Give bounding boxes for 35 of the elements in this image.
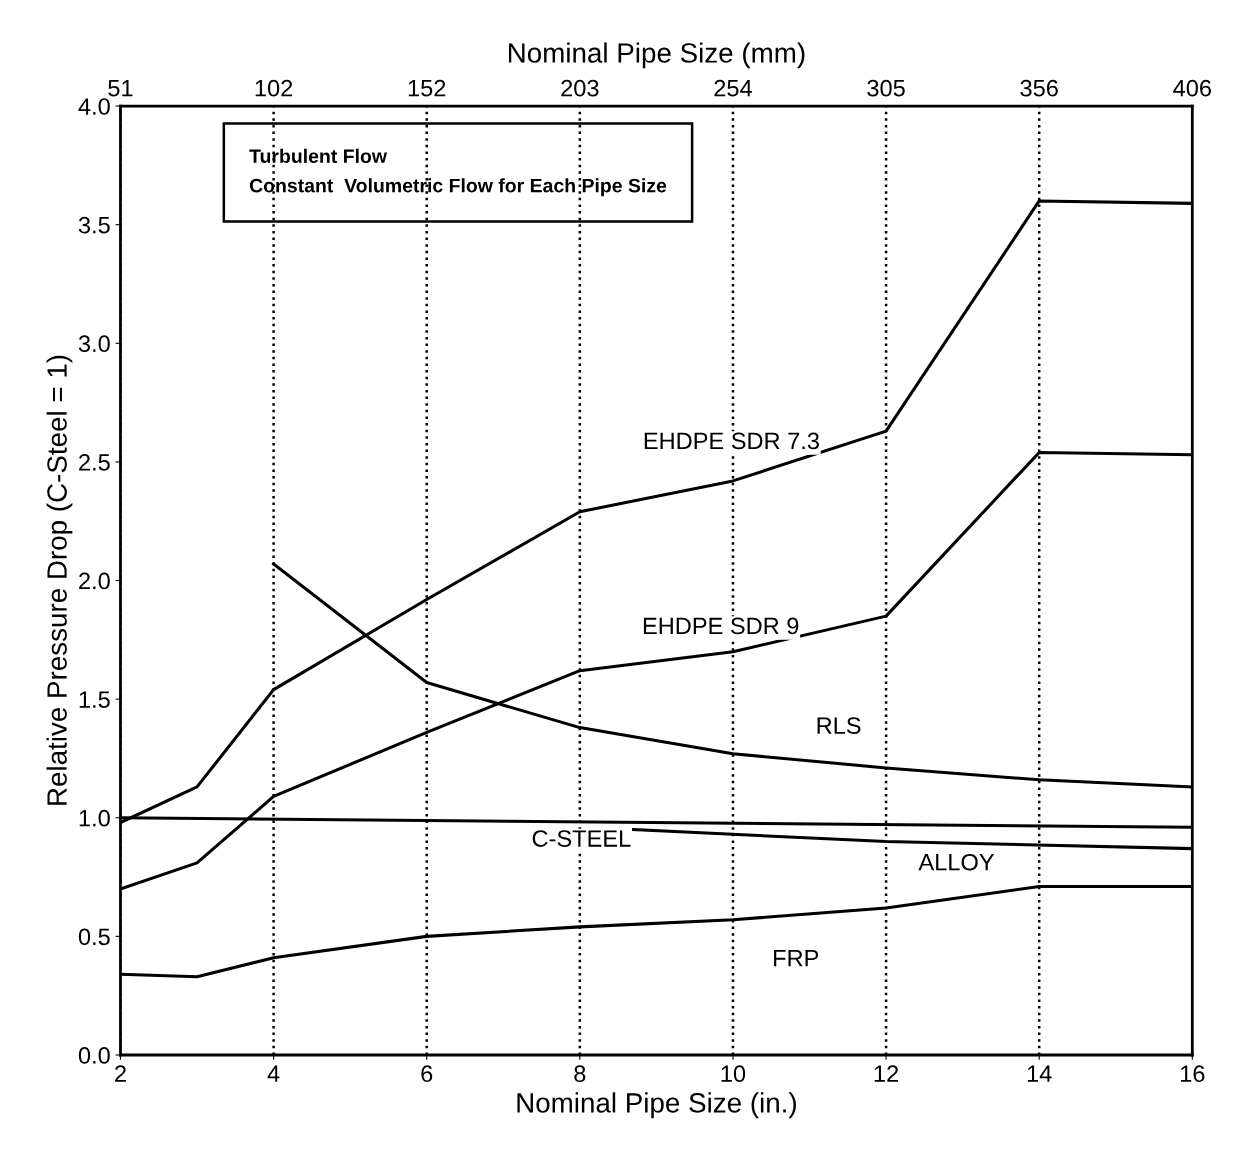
x2-tick-label: 254 [714,79,752,97]
x2-tick-label: 356 [1020,79,1058,97]
y-axis-title: Relative Pressure Drop (C-Steel = 1) [46,355,73,805]
series-label: ALLOY [918,853,995,871]
x2-tick-label: 102 [255,79,293,97]
x2-tick-label: 305 [867,79,905,97]
x2-tick-label: 152 [408,79,446,97]
x-tick-label: 10 [721,1065,746,1083]
x-tick-label: 16 [1180,1065,1205,1083]
y-tick-label: 4.0 [78,98,110,115]
y-tick-label: 0.5 [78,928,110,946]
series-label: C-STEEL [532,830,631,847]
y-tick-label: 1.0 [79,809,110,827]
series-label: RLS [817,717,861,734]
x-tick-label: 6 [421,1065,433,1083]
x2-tick-label: 51 [108,80,133,97]
y-tick-label: 3.0 [78,335,110,353]
x-tick-label: 2 [115,1065,126,1082]
x-tick-label: 14 [1027,1065,1052,1082]
y-tick-label: 2.5 [79,453,110,471]
annotation: Turbulent Flow Constant Volumetric Flow for Each Pipe Size [249,148,667,197]
y-tick-label: 1.5 [79,691,110,708]
y-tick-label: 3.5 [78,216,110,234]
x2-tick-label: 406 [1173,79,1211,97]
series-label: EHDPE SDR 7.3 [644,432,819,450]
x-tick-label: 4 [267,1065,280,1082]
x-tick-label: 12 [874,1065,899,1082]
x2-axis-title: Nominal Pipe Size (mm) [508,42,805,69]
x-tick-label: 8 [574,1065,586,1083]
y-tick-label: 2.0 [79,572,110,590]
x-axis-title: Nominal Pipe Size (in.) [517,1092,796,1119]
y-tick-label: 0.0 [78,1047,110,1064]
series-label: FRP [774,949,819,967]
series-label: EHDPE SDR 9 [643,617,799,635]
x2-tick-label: 203 [561,79,599,97]
